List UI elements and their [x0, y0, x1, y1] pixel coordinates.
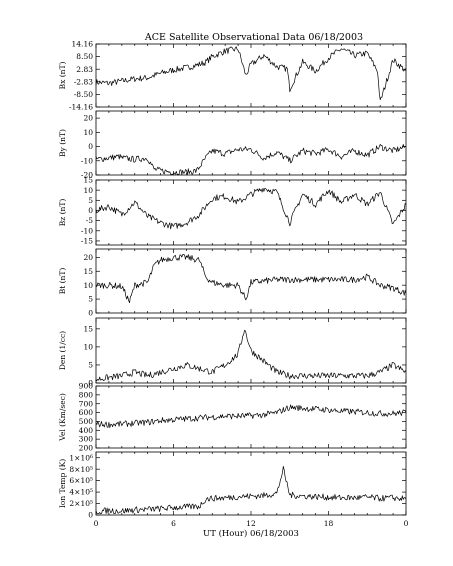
y-tick-label: 500	[79, 417, 94, 426]
y-tick-label: 2.83	[76, 65, 93, 74]
series-line	[95, 253, 407, 304]
panel-frame	[95, 179, 407, 246]
panel-1: 14.16 8.50 2.83 -2.83 -8.50 -14.16 Bx (nT)	[58, 40, 407, 112]
y-tick-label: 20	[83, 253, 93, 262]
y-tick-label: 10	[83, 128, 93, 137]
series-line	[95, 144, 407, 175]
y-tick-label: 8×10⁵	[69, 465, 93, 474]
y-tick-label: -10	[81, 226, 93, 235]
x-tick-label: 12	[246, 519, 256, 528]
panel-frame	[95, 385, 407, 449]
x-axis-label: UT (Hour) 06/18/2003	[203, 528, 299, 539]
x-tick-label: 6	[171, 519, 176, 528]
y-tick-label: 5	[88, 295, 93, 304]
x-tick-label: 0	[404, 519, 409, 528]
chart-title: ACE Satellite Observational Data 06/18/2…	[144, 32, 363, 43]
y-tick-label: 0	[88, 309, 93, 318]
y-tick-label: 15	[83, 176, 93, 185]
y-tick-label: 300	[79, 435, 94, 444]
y-tick-label: -14.16	[69, 103, 93, 112]
y-tick-label: 0	[88, 206, 93, 215]
y-tick-label: -2.83	[74, 77, 93, 86]
y-tick-label: 5	[88, 361, 93, 370]
series-line	[95, 46, 407, 101]
y-tick-label: 0	[88, 379, 93, 388]
y-tick-label: 15	[83, 267, 93, 276]
y-axis-label: Bt (nT)	[58, 268, 67, 295]
y-axis-label: By (nT)	[58, 129, 67, 157]
panel-frame	[95, 317, 407, 384]
y-tick-label: -20	[81, 171, 93, 180]
y-tick-label: 6×10⁵	[69, 476, 93, 485]
y-tick-label: 10	[83, 281, 93, 290]
x-tick-label: 0	[94, 519, 99, 528]
panel-frame	[95, 43, 407, 108]
panel-frame	[95, 110, 407, 176]
y-tick-label: 14.16	[72, 40, 94, 49]
x-tick-label: 18	[324, 519, 334, 528]
y-axis-label: Bz (nT)	[58, 199, 67, 227]
y-tick-label: 0	[88, 142, 93, 151]
y-tick-label: -8.50	[74, 90, 93, 99]
y-tick-label: -15	[81, 237, 93, 246]
y-tick-label: 8.50	[76, 52, 93, 61]
y-tick-label: 600	[79, 408, 94, 417]
series-line	[95, 187, 407, 230]
y-tick-label: 0	[88, 511, 93, 520]
y-tick-label: 800	[79, 390, 94, 399]
y-tick-label: 10	[83, 186, 93, 195]
y-tick-label: 900	[79, 382, 94, 391]
x-tick-labels: 0 6 12 18 0	[94, 519, 409, 528]
y-tick-label: 1×10⁶	[69, 453, 93, 462]
panel-frame	[95, 451, 407, 516]
series-line	[95, 404, 407, 428]
y-tick-label: 700	[79, 399, 94, 408]
series-line	[95, 330, 407, 381]
panel-5: 15 10 5 0 Den (1/cc)	[58, 317, 407, 388]
panel-2: 20 10 0 -10 -20 By (nT)	[58, 110, 407, 180]
y-tick-label: 5	[88, 196, 93, 205]
y-tick-label: -10	[81, 156, 93, 165]
y-tick-label: -5	[86, 216, 94, 225]
y-axis-label: Ion Temp (K)	[58, 459, 67, 508]
y-axis-label: Bx (nT)	[58, 62, 67, 90]
y-axis-label: Den (1/cc)	[58, 331, 67, 370]
series-line	[95, 465, 407, 515]
y-tick-label: 15	[83, 324, 93, 333]
y-tick-label: 4×10⁵	[69, 488, 93, 497]
y-tick-label: 20	[83, 114, 93, 123]
y-tick-label: 200	[79, 444, 94, 453]
y-tick-label: 10	[83, 342, 93, 351]
panel-4: 20 15 10 5 0 Bt (nT)	[58, 248, 407, 318]
panel-7: 1×10⁶ 8×10⁵ 6×10⁵ 4×10⁵ 2×10⁵ 0 Ion Temp (K)	[58, 451, 407, 520]
panels-group: 14.16 8.50 2.83 -2.83 -8.50 -14.16 Bx (nT) 20 10…	[58, 40, 407, 520]
y-axis-label: Vel (Km/sec)	[58, 393, 67, 442]
y-tick-label: 2×10⁵	[69, 499, 93, 508]
y-tick-label: 400	[79, 426, 94, 435]
